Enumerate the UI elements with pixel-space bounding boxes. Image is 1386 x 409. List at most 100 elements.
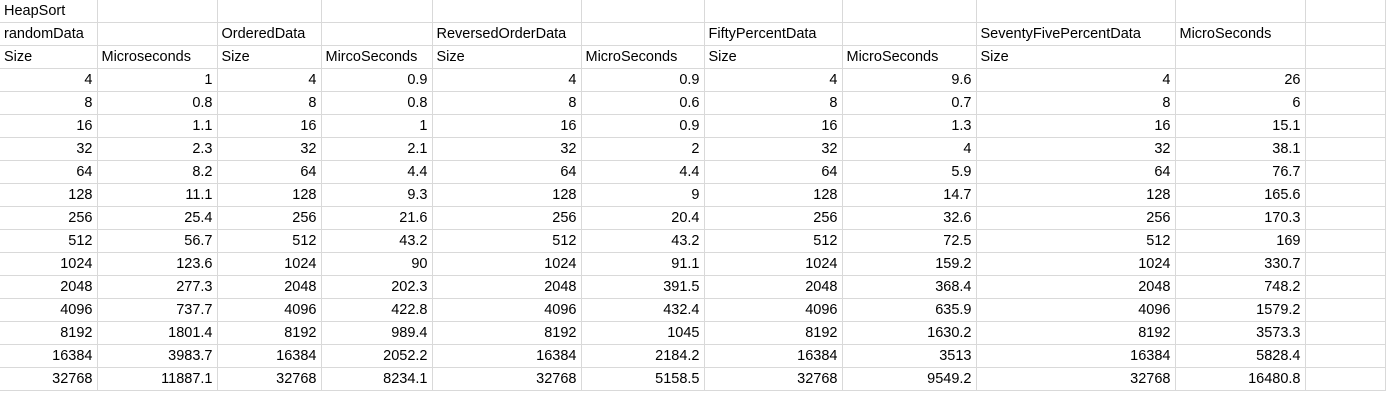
cell[interactable]: 8192 [0, 321, 98, 345]
cell[interactable]: 4 [704, 68, 843, 92]
cell[interactable]: MicroSeconds [842, 45, 977, 69]
cell[interactable]: MicroSeconds [581, 45, 705, 69]
cell[interactable]: 72.5 [842, 229, 977, 253]
cell[interactable]: 16 [0, 114, 98, 138]
cell[interactable] [1305, 367, 1386, 391]
cell[interactable] [217, 0, 322, 23]
cell[interactable]: 4 [217, 68, 322, 92]
cell[interactable]: 128 [976, 183, 1176, 207]
cell[interactable]: Microseconds [97, 45, 218, 69]
cell[interactable]: Size [432, 45, 582, 69]
cell[interactable]: 8 [976, 91, 1176, 115]
cell[interactable]: 1 [321, 114, 433, 138]
cell[interactable] [842, 0, 977, 23]
cell[interactable]: 16 [217, 114, 322, 138]
cell[interactable]: 32 [217, 137, 322, 161]
cell[interactable]: 256 [704, 206, 843, 230]
cell[interactable] [321, 0, 433, 23]
cell[interactable]: 0.8 [97, 91, 218, 115]
cell[interactable] [1305, 321, 1386, 345]
cell[interactable]: 4 [0, 68, 98, 92]
cell[interactable] [1305, 344, 1386, 368]
cell[interactable]: 391.5 [581, 275, 705, 299]
cell[interactable]: 2048 [217, 275, 322, 299]
cell[interactable]: 8.2 [97, 160, 218, 184]
cell[interactable]: 64 [432, 160, 582, 184]
cell[interactable]: 15.1 [1175, 114, 1306, 138]
cell[interactable]: 4.4 [321, 160, 433, 184]
cell[interactable]: 2048 [0, 275, 98, 299]
cell[interactable]: 1579.2 [1175, 298, 1306, 322]
cell[interactable]: 5158.5 [581, 367, 705, 391]
cell[interactable]: 4 [842, 137, 977, 161]
cell[interactable]: 748.2 [1175, 275, 1306, 299]
cell[interactable]: 76.7 [1175, 160, 1306, 184]
cell[interactable]: 91.1 [581, 252, 705, 276]
cell[interactable] [432, 0, 582, 23]
cell[interactable]: 16384 [976, 344, 1176, 368]
cell[interactable]: 2.3 [97, 137, 218, 161]
cell[interactable]: Size [0, 45, 98, 69]
cell[interactable]: 64 [704, 160, 843, 184]
cell[interactable]: 16 [704, 114, 843, 138]
cell[interactable]: 32768 [217, 367, 322, 391]
cell[interactable]: 4096 [976, 298, 1176, 322]
cell[interactable]: FiftyPercentData [704, 22, 843, 46]
cell[interactable]: 256 [0, 206, 98, 230]
cell[interactable] [1305, 45, 1386, 69]
cell[interactable]: 16 [976, 114, 1176, 138]
cell[interactable]: HeapSort [0, 0, 98, 23]
cell[interactable]: 5.9 [842, 160, 977, 184]
cell[interactable]: 170.3 [1175, 206, 1306, 230]
cell[interactable]: 9 [581, 183, 705, 207]
cell[interactable]: 8192 [432, 321, 582, 345]
cell[interactable] [97, 22, 218, 46]
cell[interactable]: 32768 [432, 367, 582, 391]
cell[interactable]: 32768 [976, 367, 1176, 391]
cell[interactable] [1305, 114, 1386, 138]
cell[interactable]: 25.4 [97, 206, 218, 230]
cell[interactable]: 0.6 [581, 91, 705, 115]
cell[interactable]: 8 [432, 91, 582, 115]
cell[interactable]: 1 [97, 68, 218, 92]
cell[interactable]: 256 [432, 206, 582, 230]
cell[interactable]: 330.7 [1175, 252, 1306, 276]
cell[interactable] [1305, 137, 1386, 161]
cell[interactable]: 165.6 [1175, 183, 1306, 207]
cell[interactable] [1175, 45, 1306, 69]
cell[interactable]: 4096 [704, 298, 843, 322]
cell[interactable]: 3983.7 [97, 344, 218, 368]
cell[interactable] [1305, 91, 1386, 115]
cell[interactable]: 64 [976, 160, 1176, 184]
cell[interactable]: 4 [432, 68, 582, 92]
cell[interactable]: 1024 [217, 252, 322, 276]
cell[interactable]: 2184.2 [581, 344, 705, 368]
cell[interactable] [976, 0, 1176, 23]
cell[interactable] [1305, 68, 1386, 92]
cell[interactable]: 16384 [0, 344, 98, 368]
cell[interactable]: 0.9 [321, 68, 433, 92]
cell[interactable]: 128 [0, 183, 98, 207]
cell[interactable]: 64 [217, 160, 322, 184]
cell[interactable]: 1024 [432, 252, 582, 276]
cell[interactable]: 159.2 [842, 252, 977, 276]
cell[interactable]: Size [217, 45, 322, 69]
cell[interactable]: 32768 [0, 367, 98, 391]
cell[interactable]: 1024 [704, 252, 843, 276]
cell[interactable]: 512 [217, 229, 322, 253]
cell[interactable]: 90 [321, 252, 433, 276]
cell[interactable]: 123.6 [97, 252, 218, 276]
cell[interactable]: 8192 [217, 321, 322, 345]
cell[interactable]: 3513 [842, 344, 977, 368]
cell[interactable]: 4096 [432, 298, 582, 322]
cell[interactable]: 128 [704, 183, 843, 207]
cell[interactable]: 0.7 [842, 91, 977, 115]
cell[interactable]: 8192 [704, 321, 843, 345]
cell[interactable]: 43.2 [581, 229, 705, 253]
cell[interactable] [581, 0, 705, 23]
cell[interactable]: 1801.4 [97, 321, 218, 345]
cell[interactable]: 989.4 [321, 321, 433, 345]
cell[interactable]: 4096 [217, 298, 322, 322]
cell[interactable]: 16384 [704, 344, 843, 368]
cell[interactable]: 1024 [0, 252, 98, 276]
